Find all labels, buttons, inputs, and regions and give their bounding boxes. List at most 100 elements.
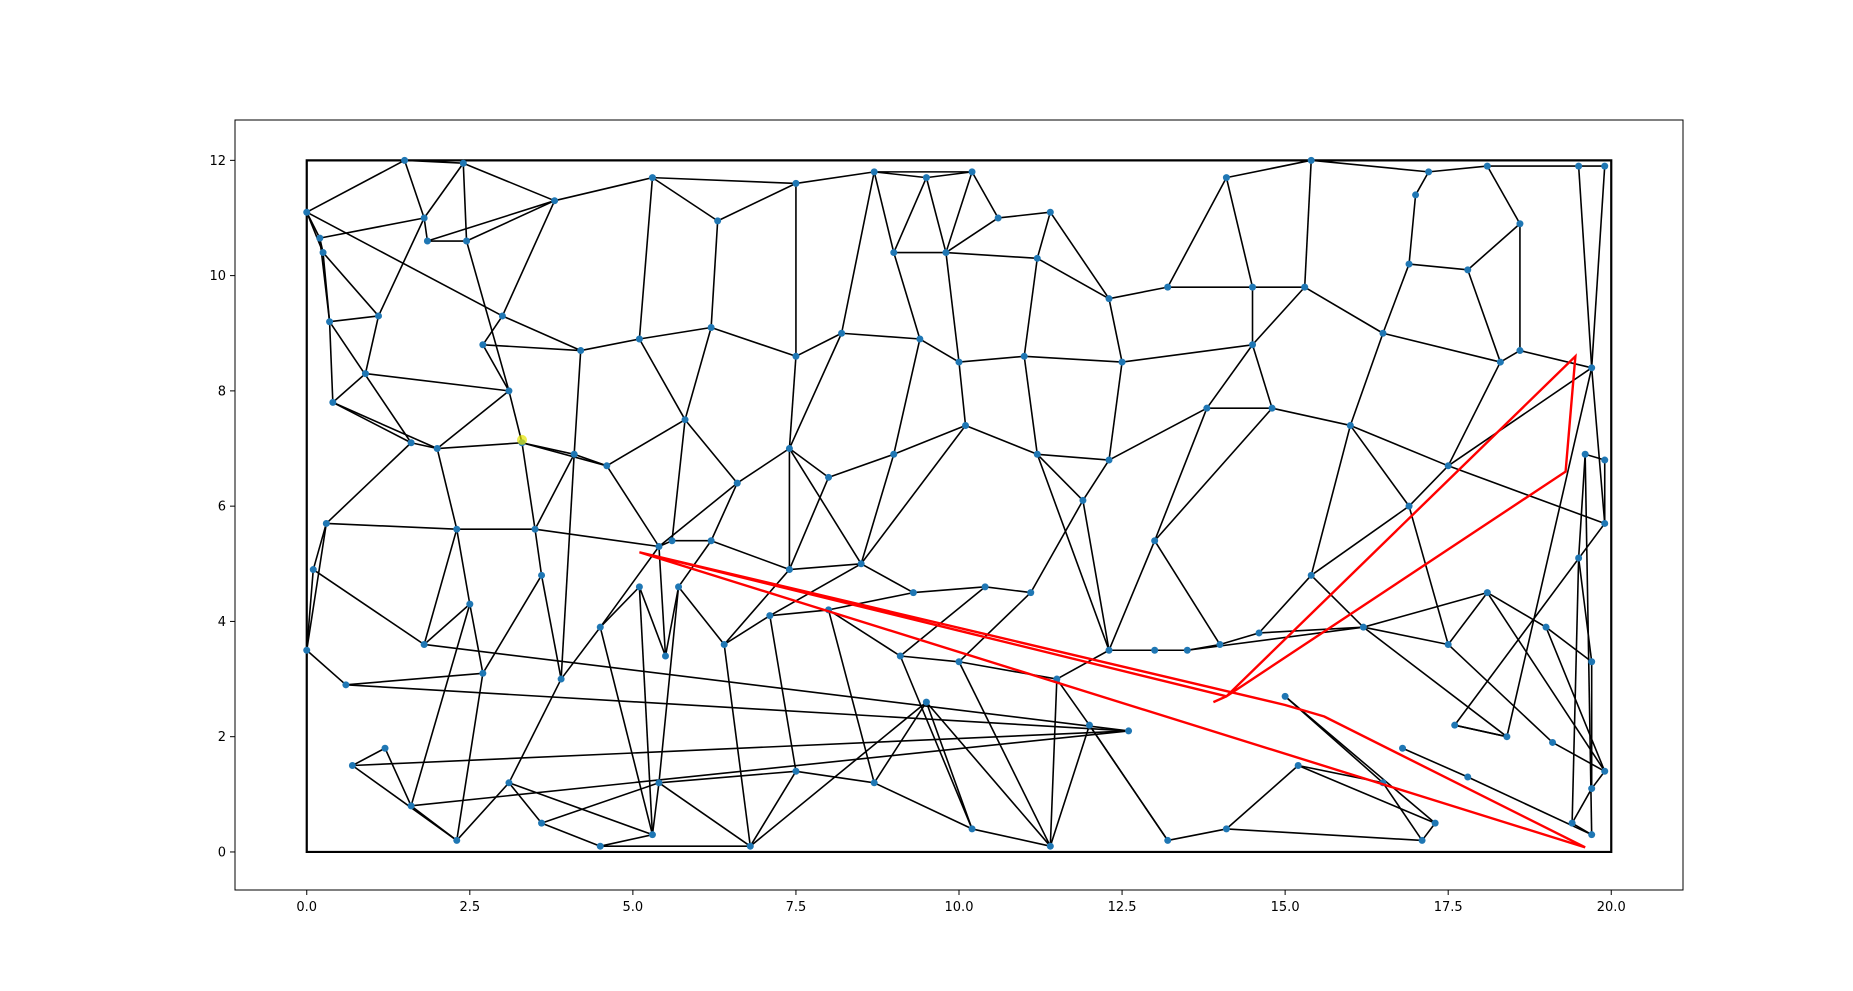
graph-edge [658,482,738,548]
graph-edge [1349,424,1410,507]
graph-node [570,450,578,458]
graph-node [1588,831,1596,839]
graph-edge [926,171,973,179]
graph-node [1516,220,1524,228]
graph-edge [971,828,1051,847]
graph-edge [1447,592,1488,645]
y-tick-label: 10 [209,269,226,284]
graph-edge [749,701,927,847]
graph-edge [892,338,921,455]
graph-node [1496,358,1504,366]
graph-edge [377,217,425,317]
graph-edge [1577,454,1586,559]
graph-node [1203,404,1211,412]
graph-edge [1577,557,1593,662]
graph-edge [469,603,484,674]
graph-edge [1447,643,1554,744]
graph-node [1549,738,1557,746]
graph-edge [1363,626,1449,646]
graph-node [1464,773,1472,781]
graph-edge [788,477,830,570]
graph-edge [599,626,654,835]
graph-edge [1486,591,1547,628]
graph-edge [945,252,960,363]
graph-node [1079,496,1087,504]
graph-edge [1154,407,1273,542]
graph-edge [534,453,575,530]
graph-edge [1349,332,1384,426]
graph-node [981,583,989,591]
graph-node [577,347,585,355]
graph-edge [860,424,967,565]
graph-edge [534,528,660,548]
graph-edge [1571,788,1593,824]
graph-edge [795,171,875,185]
graph-edge [1108,286,1168,300]
graph-edge [541,822,601,847]
graph-node [1581,450,1589,458]
graph-node [720,640,728,648]
graph-edge [958,661,1052,847]
graph-edge [925,701,1051,847]
graph-edge [652,176,796,185]
graph-edge [1584,454,1593,835]
graph-node [538,819,546,827]
graph-node [401,156,409,164]
graph-edge [1311,159,1429,173]
graph-node [326,318,334,326]
x-tick-label: 10.0 [945,900,974,915]
graph-edge [971,171,999,219]
graph-edge [606,465,660,547]
graph-edge [788,356,797,449]
graph-edge [466,199,555,242]
graph-edge [427,199,555,242]
graph-node [1046,208,1054,216]
graph-edge [312,568,425,646]
graph-edge [305,523,328,651]
graph-node [1125,727,1133,735]
graph-edge [1303,160,1313,288]
graph-node [479,669,487,677]
graph-node [374,312,382,320]
graph-edge [945,217,999,254]
graph-edge [1088,724,1169,841]
graph-edge [945,171,973,253]
graph-edge [1408,194,1417,265]
graph-edge [664,586,680,657]
graph-node [420,214,428,222]
graph-edge [1049,211,1110,300]
graph-node [505,779,513,787]
graph-edge [1226,828,1423,842]
graph-edge [328,321,412,444]
graph-edge [1363,591,1488,628]
graph-edge [1187,626,1364,652]
graph-node [1601,519,1609,527]
graph-node [1307,571,1315,579]
graph-node [1464,266,1472,274]
graph-edge [1036,453,1084,501]
graph-edge [1036,211,1052,259]
graph-node [1222,174,1230,182]
y-tick-label: 8 [218,384,226,399]
graph-edge [874,171,927,179]
graph-edge [658,546,667,657]
graph-node [342,681,350,689]
graph-node [596,842,604,850]
graph-node [603,462,611,470]
graph-edge [1590,166,1606,368]
graph-node [1164,836,1172,844]
boundary-layer [305,159,1613,854]
graph-edge [958,592,1032,663]
graph-edge [436,390,510,450]
graph-edge [1382,332,1501,363]
graph-edge [1506,367,1593,737]
graph-node [1249,341,1257,349]
graph-node [596,623,604,631]
start-marker [516,434,527,445]
graph-edge [462,162,555,202]
graph-edge [893,177,928,253]
graph-edge [1225,177,1254,288]
graph-node [1222,825,1230,833]
graph-edge [1590,367,1606,524]
graph-edge [684,419,738,484]
